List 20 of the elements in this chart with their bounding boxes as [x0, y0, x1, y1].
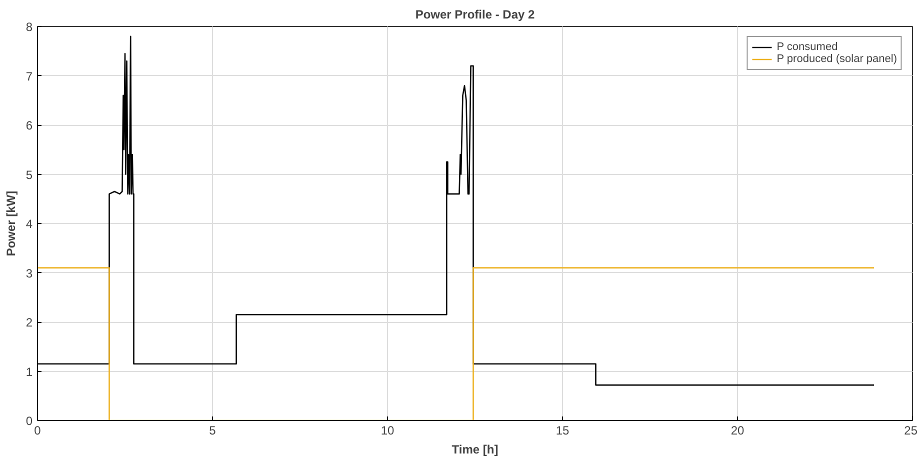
x-tick-label: 15: [556, 424, 570, 438]
x-axis-title: Time [h]: [452, 442, 498, 456]
x-tick-label: 10: [380, 424, 394, 438]
y-tick-label: 2: [26, 316, 33, 330]
chart-title: Power Profile - Day 2: [415, 8, 536, 22]
y-tick-label: 6: [26, 118, 33, 132]
legend-label: P consumed: [776, 41, 838, 53]
y-tick-label: 8: [26, 20, 33, 34]
y-tick-label: 5: [26, 168, 33, 182]
x-tick-label: 0: [34, 424, 42, 438]
y-tick-label: 3: [26, 266, 33, 280]
y-tick-label: 1: [26, 364, 33, 379]
legend-label: P produced (solar panel): [776, 53, 897, 65]
x-tick-label: 5: [209, 424, 216, 438]
y-axis-title: Power [kW]: [4, 190, 18, 256]
y-tick-label: 0: [26, 414, 33, 428]
x-tick-label: 20: [730, 424, 744, 438]
y-tick-label: 7: [26, 69, 33, 84]
y-tick-label: 4: [26, 217, 33, 231]
x-tick-label: 25: [904, 424, 917, 438]
